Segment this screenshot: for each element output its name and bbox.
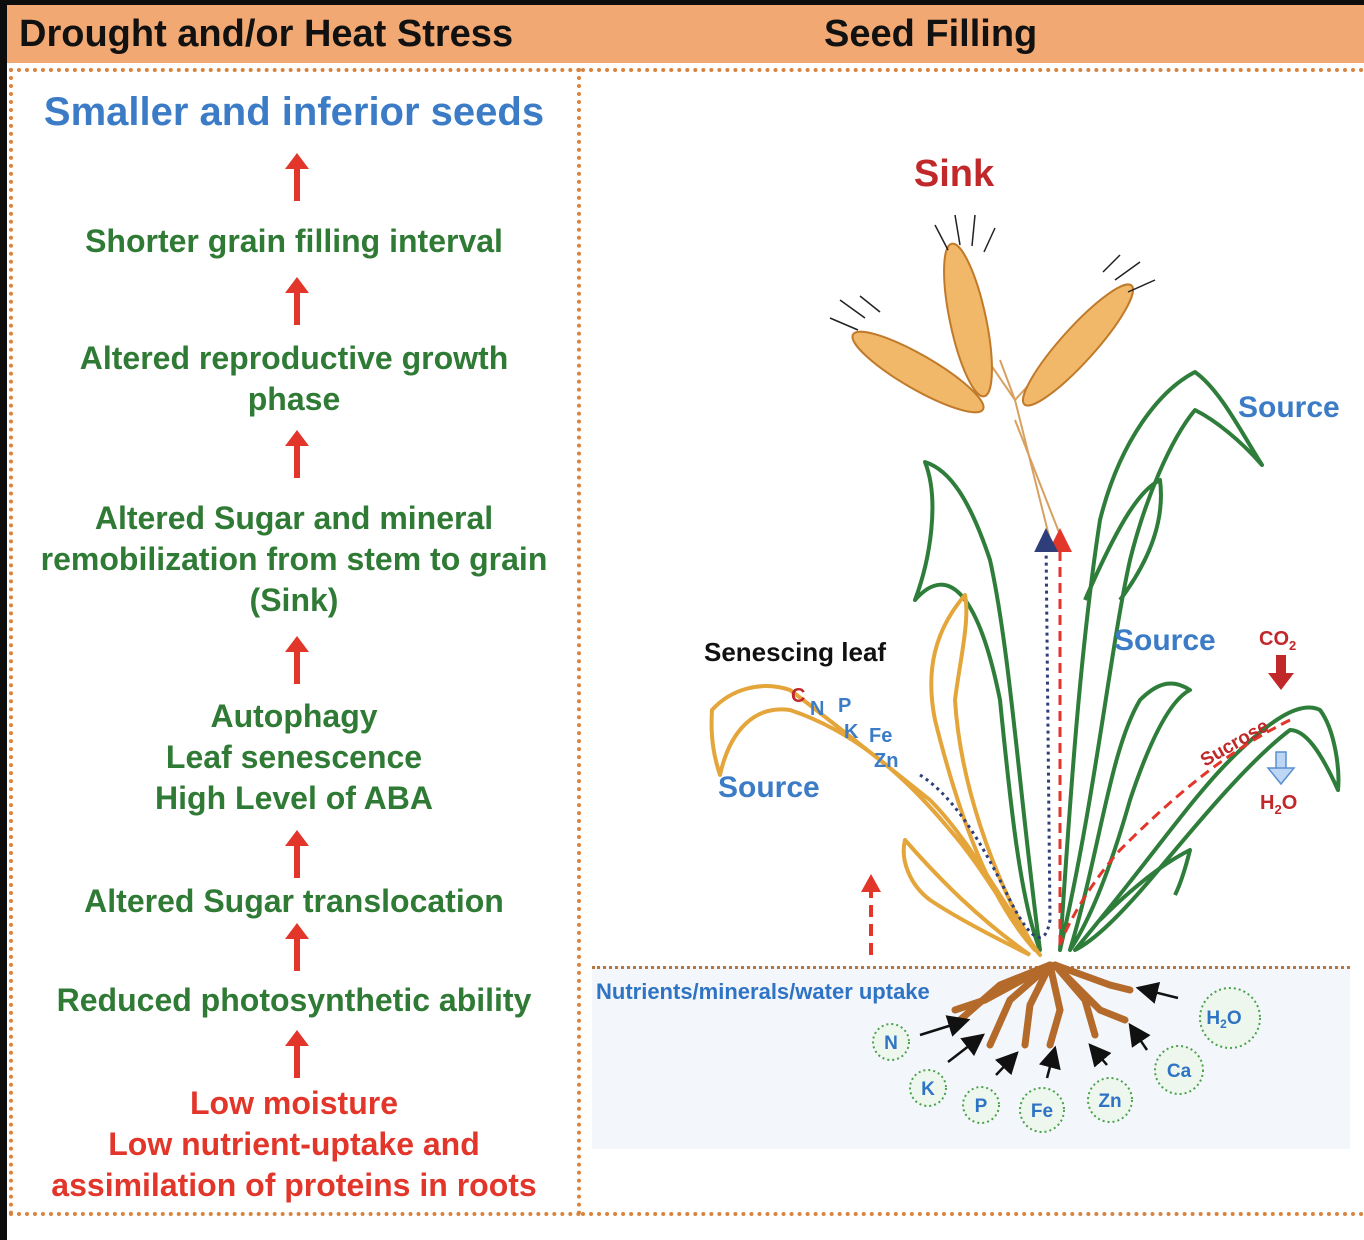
step-altered-reproductive-growth: Altered reproductive growth: [79, 340, 509, 376]
header-bar: Drought and/or Heat Stress Seed Filling: [7, 5, 1364, 63]
nutrient-nitrogen: N: [810, 698, 824, 720]
senescing-leaves: [709, 593, 1042, 957]
soil-element-n: N: [884, 1033, 898, 1054]
soil-nitrogen-circle: [872, 1023, 910, 1061]
soil-element-zn: Zn: [1098, 1091, 1121, 1112]
step-leaf-senescence: Leaf senescence: [165, 739, 423, 775]
source-label-left: Source: [718, 771, 820, 804]
cause-low-moisture: Low moisture: [189, 1085, 398, 1121]
red-up-arrow-icon: [285, 923, 309, 971]
soil-potassium-circle: [909, 1069, 947, 1107]
senescing-leaf-label: Senescing leaf: [704, 637, 886, 667]
soil-water-circle: [1199, 987, 1261, 1049]
nutrient-zinc: Zn: [874, 750, 898, 772]
uptake-arrows: [919, 981, 1179, 1079]
red-up-arrow-icon: [285, 153, 309, 201]
step-reduced-photosynthesis: Reduced photosynthetic ability: [56, 982, 532, 1018]
soil-zinc-circle: [1087, 1077, 1133, 1123]
seed-filling-panel: [581, 68, 1364, 1216]
soil-phosphorus-circle: [962, 1086, 1000, 1124]
source-label-middle: Source: [1114, 624, 1216, 657]
left-frame-edge: [0, 0, 7, 1240]
soil-element-p: P: [975, 1096, 988, 1117]
red-up-arrow-icon: [861, 874, 881, 892]
red-up-arrow-icon: [285, 430, 309, 478]
source-label-top: Source: [1238, 391, 1340, 424]
cause-low-nutrient-uptake: Low nutrient-uptake and: [108, 1126, 480, 1162]
step-altered-sugar-translocation: Altered Sugar translocation: [84, 883, 504, 919]
wheat-spike-icon: [829, 214, 1156, 414]
step-shorter-grain-filling: Shorter grain filling interval: [85, 223, 503, 259]
nutrient-potassium: K: [844, 721, 859, 743]
nutrient-remobilization-line: [919, 528, 1059, 939]
soil-element-k: K: [921, 1079, 935, 1100]
soil-calcium-circle: [1154, 1045, 1204, 1095]
top-frame-edge: [0, 0, 1364, 5]
soil-element-h2o: H2O: [1206, 1008, 1241, 1031]
left-header-title: Drought and/or Heat Stress: [19, 13, 514, 55]
nutrient-carbon: C: [791, 685, 805, 707]
blue-down-arrow-icon: [1266, 751, 1296, 786]
co2-label: CO2: [1259, 628, 1296, 653]
step-altered-reproductive-growth-cont: phase: [247, 381, 341, 417]
red-up-arrow-icon: [285, 1030, 309, 1078]
leaf-h2o-label: H2O: [1260, 792, 1297, 817]
sink-label: Sink: [914, 153, 995, 195]
sucrose-leaf-line: [1058, 718, 1291, 946]
step-remobilization: remobilization from stem to grain: [40, 541, 548, 577]
stress-cascade-panel: [9, 68, 581, 1216]
step-sink-note: (Sink): [249, 582, 339, 618]
red-up-arrow-icon: [285, 277, 309, 325]
red-down-arrow-icon: [1268, 655, 1294, 690]
right-header-title: Seed Filling: [824, 13, 1038, 55]
soil-element-fe: Fe: [1031, 1101, 1053, 1122]
uptake-label: Nutrients/minerals/water uptake: [596, 979, 930, 1004]
nutrient-phosphorus: P: [838, 695, 851, 717]
cause-protein-assimilation: assimilation of proteins in roots: [51, 1167, 537, 1203]
step-high-aba: High Level of ABA: [155, 780, 433, 816]
red-up-arrow-icon: [285, 830, 309, 878]
red-up-arrow-icon: [285, 636, 309, 684]
result-smaller-seeds: Smaller and inferior seeds: [43, 90, 545, 134]
step-altered-sugar-mineral: Altered Sugar and mineral: [94, 500, 494, 536]
nutrient-iron: Fe: [869, 725, 892, 747]
soil-iron-circle: [1019, 1087, 1065, 1133]
green-leaves: [913, 370, 1341, 952]
soil-element-ca: Ca: [1167, 1061, 1192, 1082]
step-autophagy: Autophagy: [210, 698, 378, 734]
sucrose-label: Sucrose: [1197, 716, 1272, 772]
root-system: [951, 961, 1134, 1049]
